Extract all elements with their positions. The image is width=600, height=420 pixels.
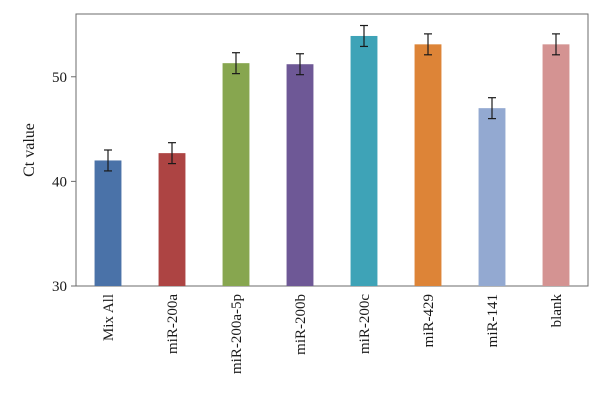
y-tick-label: 50 bbox=[52, 70, 67, 86]
bar bbox=[286, 64, 314, 286]
x-tick-label: miR-141 bbox=[485, 294, 501, 347]
x-axis-labels: Mix All miR-200a miR-200a-5p miR-200b miR-20… bbox=[101, 294, 565, 374]
bar bbox=[350, 35, 378, 286]
error-bar bbox=[552, 33, 560, 56]
plot-border bbox=[75, 13, 589, 287]
error-bar bbox=[488, 97, 496, 120]
y-axis-title: Ct value bbox=[21, 123, 38, 177]
bar bbox=[222, 63, 250, 286]
y-tick-label: 40 bbox=[52, 174, 67, 190]
bar bbox=[158, 153, 186, 286]
x-tick-label: miR-429 bbox=[421, 294, 437, 347]
y-tick-label: 30 bbox=[52, 279, 67, 295]
plot-area bbox=[75, 13, 589, 287]
x-tick-label: blank bbox=[549, 294, 565, 328]
error-bar bbox=[232, 52, 240, 75]
y-axis-ticks: 30 40 50 bbox=[52, 70, 76, 295]
bar bbox=[94, 160, 122, 286]
error-bar bbox=[424, 33, 432, 56]
bar bbox=[414, 44, 442, 286]
error-bar bbox=[360, 24, 368, 48]
error-bar bbox=[296, 53, 304, 76]
error-bar bbox=[168, 142, 176, 165]
x-tick-label: miR-200c bbox=[357, 294, 373, 354]
error-bars-group bbox=[104, 24, 560, 172]
bars-group bbox=[94, 35, 570, 287]
x-tick-label: miR-200a-5p bbox=[229, 294, 245, 374]
bar bbox=[478, 108, 506, 287]
error-bar bbox=[104, 149, 112, 172]
bar bbox=[542, 44, 570, 286]
x-tick-label: miR-200a bbox=[165, 294, 181, 354]
x-tick-label: miR-200b bbox=[293, 294, 309, 355]
x-tick-label: Mix All bbox=[101, 294, 117, 341]
